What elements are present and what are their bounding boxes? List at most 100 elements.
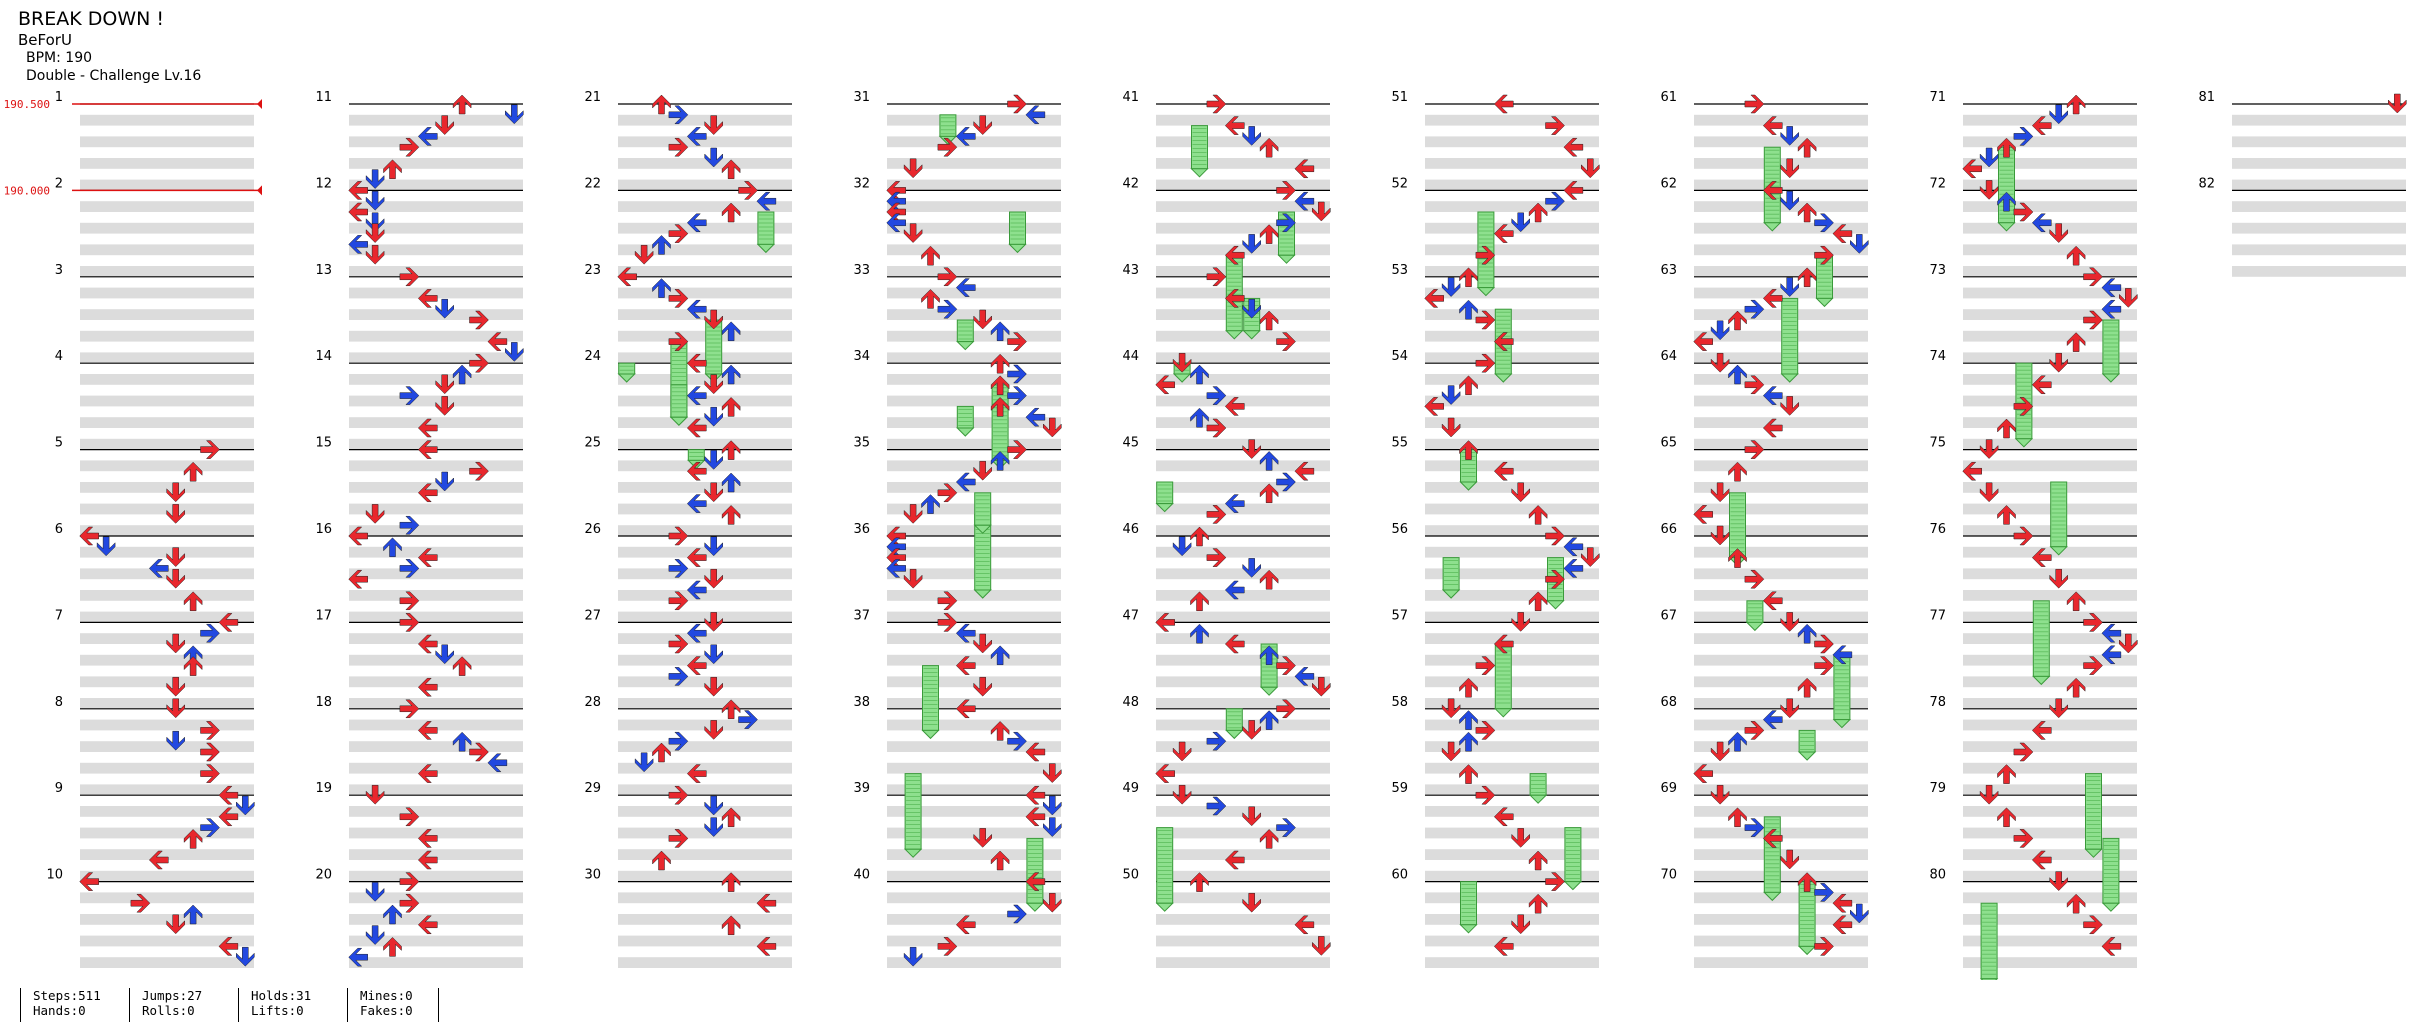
up-arrow: [1190, 623, 1209, 644]
measure-number: 19: [315, 781, 332, 796]
left-arrow: [1155, 764, 1175, 783]
down-arrow: [1043, 795, 1062, 816]
right-arrow: [399, 386, 420, 405]
hold-note: [1494, 308, 1513, 383]
measure-number: 26: [584, 522, 601, 537]
left-arrow: [686, 580, 707, 600]
up-arrow: [1259, 483, 1279, 504]
hold-end: [1763, 222, 1782, 232]
right-arrow: [1545, 116, 1565, 135]
beat-stripe: [80, 546, 254, 558]
right-arrow: [469, 461, 489, 481]
left-arrow: [1493, 937, 1514, 956]
beat-stripe: [1694, 136, 1868, 148]
up-arrow: [1259, 137, 1279, 158]
beat-stripe: [349, 158, 523, 169]
right-arrow: [1206, 386, 1227, 405]
up-arrow: [1190, 526, 1209, 547]
left-arrow: [756, 893, 777, 913]
beat-stripe: [349, 136, 523, 148]
beat-stripe: [1425, 719, 1599, 731]
right-arrow: [668, 785, 689, 805]
left-arrow: [1693, 764, 1713, 783]
beat-stripe: [887, 935, 1061, 947]
measure-23: 23: [584, 263, 792, 364]
down-arrow: [1979, 439, 1999, 459]
beat-stripe: [887, 957, 1061, 968]
left-arrow: [686, 353, 707, 373]
beat-stripe: [1963, 136, 2137, 148]
right-arrow: [668, 667, 689, 686]
down-arrow: [634, 244, 654, 265]
measure-number: 34: [853, 349, 870, 364]
measure-number: 66: [1660, 522, 1677, 537]
hold-note: [1546, 557, 1565, 610]
hold-body: [1278, 211, 1295, 256]
down-arrow: [1172, 352, 1192, 373]
beat-stripe: [1156, 222, 1330, 234]
beat-stripe: [1963, 827, 2137, 839]
beat-stripe: [1156, 719, 1330, 731]
beat-stripe: [349, 849, 523, 860]
beat-stripe: [349, 719, 523, 731]
down-arrow: [704, 676, 723, 697]
right-arrow: [469, 353, 489, 373]
beat-stripe: [887, 287, 1061, 299]
beat-stripe: [1963, 374, 2137, 385]
down-arrow: [704, 406, 723, 427]
down-arrow: [435, 644, 454, 665]
measure-6: 6: [55, 522, 254, 623]
up-arrow: [1728, 548, 1747, 568]
down-arrow: [2049, 568, 2068, 589]
beat-stripe: [349, 222, 523, 234]
left-arrow: [1294, 191, 1315, 211]
up-arrow: [652, 278, 671, 298]
right-arrow: [200, 742, 220, 762]
right-arrow: [200, 440, 220, 459]
beat-stripe: [1425, 525, 1599, 536]
measure-71: 71: [1929, 90, 2137, 191]
left-arrow: [218, 785, 239, 805]
measure-61: 61: [1660, 90, 1868, 191]
beat-stripe: [80, 330, 254, 342]
beat-stripe: [1425, 935, 1599, 947]
measure-number: 63: [1660, 263, 1677, 278]
left-arrow: [1224, 580, 1245, 600]
hold-note: [1797, 881, 1817, 956]
beat-stripe: [1963, 806, 2137, 817]
measure-number: 23: [584, 263, 601, 278]
beat-stripe: [1156, 827, 1330, 839]
down-arrow: [1511, 482, 1530, 503]
beat-stripe: [1963, 287, 2137, 299]
beat-stripe: [1156, 395, 1330, 407]
up-arrow: [1259, 224, 1279, 244]
down-arrow: [166, 730, 185, 751]
right-arrow: [1206, 505, 1227, 524]
beat-stripe: [1963, 417, 2137, 428]
beat-stripe: [1156, 482, 1330, 493]
down-arrow: [1581, 158, 1600, 179]
down-arrow: [166, 914, 185, 935]
right-arrow: [1744, 375, 1765, 395]
left-arrow: [1493, 224, 1514, 243]
beat-stripe: [1963, 957, 2137, 968]
hands-count: Hands:0: [33, 1003, 86, 1018]
hold-note: [2101, 319, 2121, 383]
measure-15: 15: [315, 436, 523, 536]
left-arrow: [79, 872, 99, 891]
down-arrow: [1850, 903, 1869, 924]
bpm-change-marker: [257, 99, 262, 109]
right-arrow: [1814, 937, 1834, 956]
beat-stripe: [349, 352, 523, 364]
left-arrow: [417, 440, 438, 459]
beat-stripe: [80, 654, 254, 666]
up-arrow: [1528, 893, 1548, 914]
right-arrow: [668, 332, 689, 351]
left-arrow: [1155, 375, 1175, 395]
measure-5: 5: [55, 436, 254, 536]
beat-stripe: [1156, 352, 1330, 364]
right-arrow: [668, 137, 689, 157]
right-arrow: [937, 613, 958, 632]
down-arrow: [1710, 352, 1730, 373]
left-arrow: [417, 829, 438, 848]
